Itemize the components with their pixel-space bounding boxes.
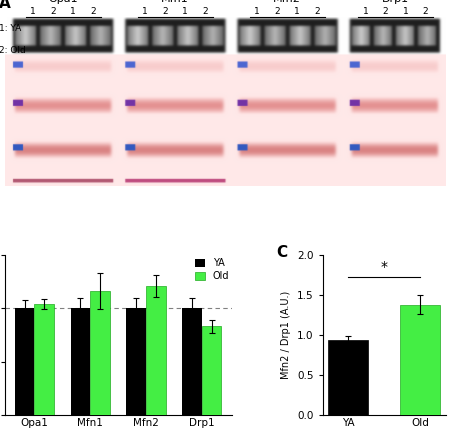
Text: 2: 2: [50, 7, 56, 16]
Bar: [146, 286, 166, 415]
Text: 2: 2: [274, 7, 280, 16]
Bar: [34, 304, 54, 415]
Text: 2: 2: [315, 7, 320, 16]
Text: 2: 2: [162, 7, 168, 16]
Bar: [328, 340, 368, 415]
Text: 1: 1: [363, 7, 369, 16]
Bar: [400, 305, 440, 415]
Text: A: A: [0, 0, 11, 10]
Text: 1: 1: [294, 7, 300, 16]
Text: 1: 1: [254, 7, 260, 16]
Text: 1: YA: 1: YA: [0, 24, 22, 33]
Bar: [90, 291, 110, 415]
Bar: [202, 326, 221, 415]
Text: Mfn1: Mfn1: [161, 0, 189, 4]
Bar: [15, 308, 34, 415]
Text: Drp1: Drp1: [382, 0, 409, 4]
Text: Opa1: Opa1: [48, 0, 78, 4]
Text: 1: 1: [403, 7, 409, 16]
Text: 2: Old: 2: Old: [0, 46, 26, 55]
Text: 2: 2: [423, 7, 428, 16]
Text: 2: 2: [90, 7, 96, 16]
Text: 2: 2: [202, 7, 208, 16]
Text: *: *: [381, 260, 387, 274]
Text: 1: 1: [30, 7, 36, 16]
Text: C: C: [276, 245, 287, 260]
Text: 1: 1: [142, 7, 148, 16]
Y-axis label: Mfn2 / Drp1 (A.U.): Mfn2 / Drp1 (A.U.): [282, 291, 292, 379]
Text: 2: 2: [382, 7, 388, 16]
Bar: [71, 308, 90, 415]
Legend: YA, Old: YA, Old: [194, 257, 231, 283]
Bar: [182, 308, 202, 415]
Text: 1: 1: [182, 7, 188, 16]
Bar: [126, 308, 146, 415]
Text: 1: 1: [70, 7, 76, 16]
Text: Mfn2: Mfn2: [273, 0, 301, 4]
